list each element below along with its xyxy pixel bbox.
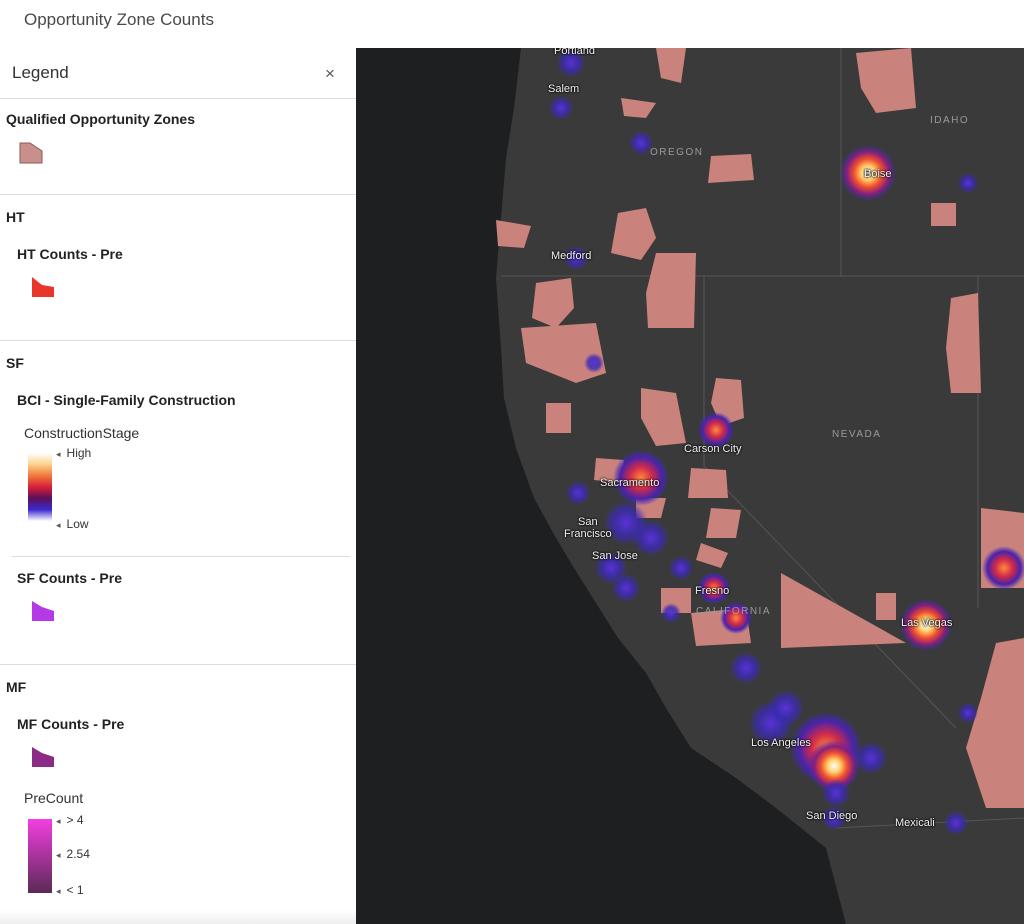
app-header: Opportunity Zone Counts xyxy=(0,0,1024,49)
city-label-san-diego: San Diego xyxy=(806,810,858,822)
field-label-construction-stage: ConstructionStage xyxy=(24,425,140,441)
legend-group-qoz: Qualified Opportunity Zones xyxy=(0,99,356,195)
state-label-california: CALIFORNIA xyxy=(696,606,772,617)
layer-title-mf-counts: MF Counts - Pre xyxy=(17,716,125,732)
legend-panel[interactable]: Legend × Qualified Opportunity Zones HT … xyxy=(0,48,357,924)
city-label-fresno: Fresno xyxy=(695,585,730,597)
mf-swatch-icon xyxy=(32,747,54,767)
qoz-swatch-icon xyxy=(19,142,43,164)
ramp-label-low: Low xyxy=(56,517,89,531)
state-label-idaho: IDAHO xyxy=(930,115,970,126)
city-label-mexicali: Mexicali xyxy=(895,817,935,829)
legend-title: Legend xyxy=(12,63,69,82)
city-label-boise: Boise xyxy=(864,168,892,180)
heat-spots xyxy=(549,49,1024,835)
state-label-nevada: NEVADA xyxy=(832,429,882,440)
city-label-salem: Salem xyxy=(548,83,580,95)
legend-group-sf: SF BCI - Single-Family Construction Cons… xyxy=(0,341,356,665)
group-title-ht: HT xyxy=(6,209,25,225)
ramp-label-max: > 4 xyxy=(56,813,84,827)
city-label-sacramento: Sacramento xyxy=(600,477,660,489)
opportunity-zones xyxy=(496,48,1024,808)
legend-header: Legend × xyxy=(0,48,356,99)
legend-group-mf: MF MF Counts - Pre PreCount > 4 2.54 < 1 xyxy=(0,665,356,924)
city-label-san-francisco: San Francisco xyxy=(564,516,612,540)
layer-title-sf-counts: SF Counts - Pre xyxy=(17,570,123,586)
ht-swatch-icon xyxy=(32,277,54,297)
layer-title-ht: HT Counts - Pre xyxy=(17,246,123,262)
group-title-sf: SF xyxy=(6,355,24,371)
legend-scroll-fade xyxy=(0,910,356,924)
city-label-carson-city: Carson City xyxy=(684,443,742,455)
layer-title-bci: BCI - Single-Family Construction xyxy=(17,392,236,408)
city-label-portland: Portland xyxy=(554,48,595,57)
precount-color-ramp xyxy=(28,819,52,893)
map-view[interactable]: IDAHO OREGON NEVADA CALIFORNIA Portland … xyxy=(356,48,1024,924)
legend-group-ht: HT HT Counts - Pre xyxy=(0,195,356,341)
land xyxy=(496,48,1024,924)
construction-stage-color-ramp xyxy=(28,453,52,521)
ramp-label-high: High xyxy=(56,446,92,460)
sf-swatch-icon xyxy=(32,601,54,621)
ramp-label-min: < 1 xyxy=(56,883,84,897)
city-label-los-angeles: Los Angeles xyxy=(751,737,811,749)
group-title-mf: MF xyxy=(6,679,27,695)
basemap[interactable] xyxy=(356,48,1024,924)
city-label-las-vegas: Las Vegas xyxy=(901,617,953,629)
field-label-precount: PreCount xyxy=(24,790,84,806)
city-label-san-jose: San Jose xyxy=(592,550,638,562)
ramp-label-mid: 2.54 xyxy=(56,847,90,861)
state-label-oregon: OREGON xyxy=(650,147,704,158)
close-icon[interactable]: × xyxy=(325,64,335,83)
city-label-medford: Medford xyxy=(551,250,592,262)
app-title: Opportunity Zone Counts xyxy=(24,10,214,29)
layer-title-qoz: Qualified Opportunity Zones xyxy=(6,111,195,127)
legend-divider xyxy=(12,556,350,557)
